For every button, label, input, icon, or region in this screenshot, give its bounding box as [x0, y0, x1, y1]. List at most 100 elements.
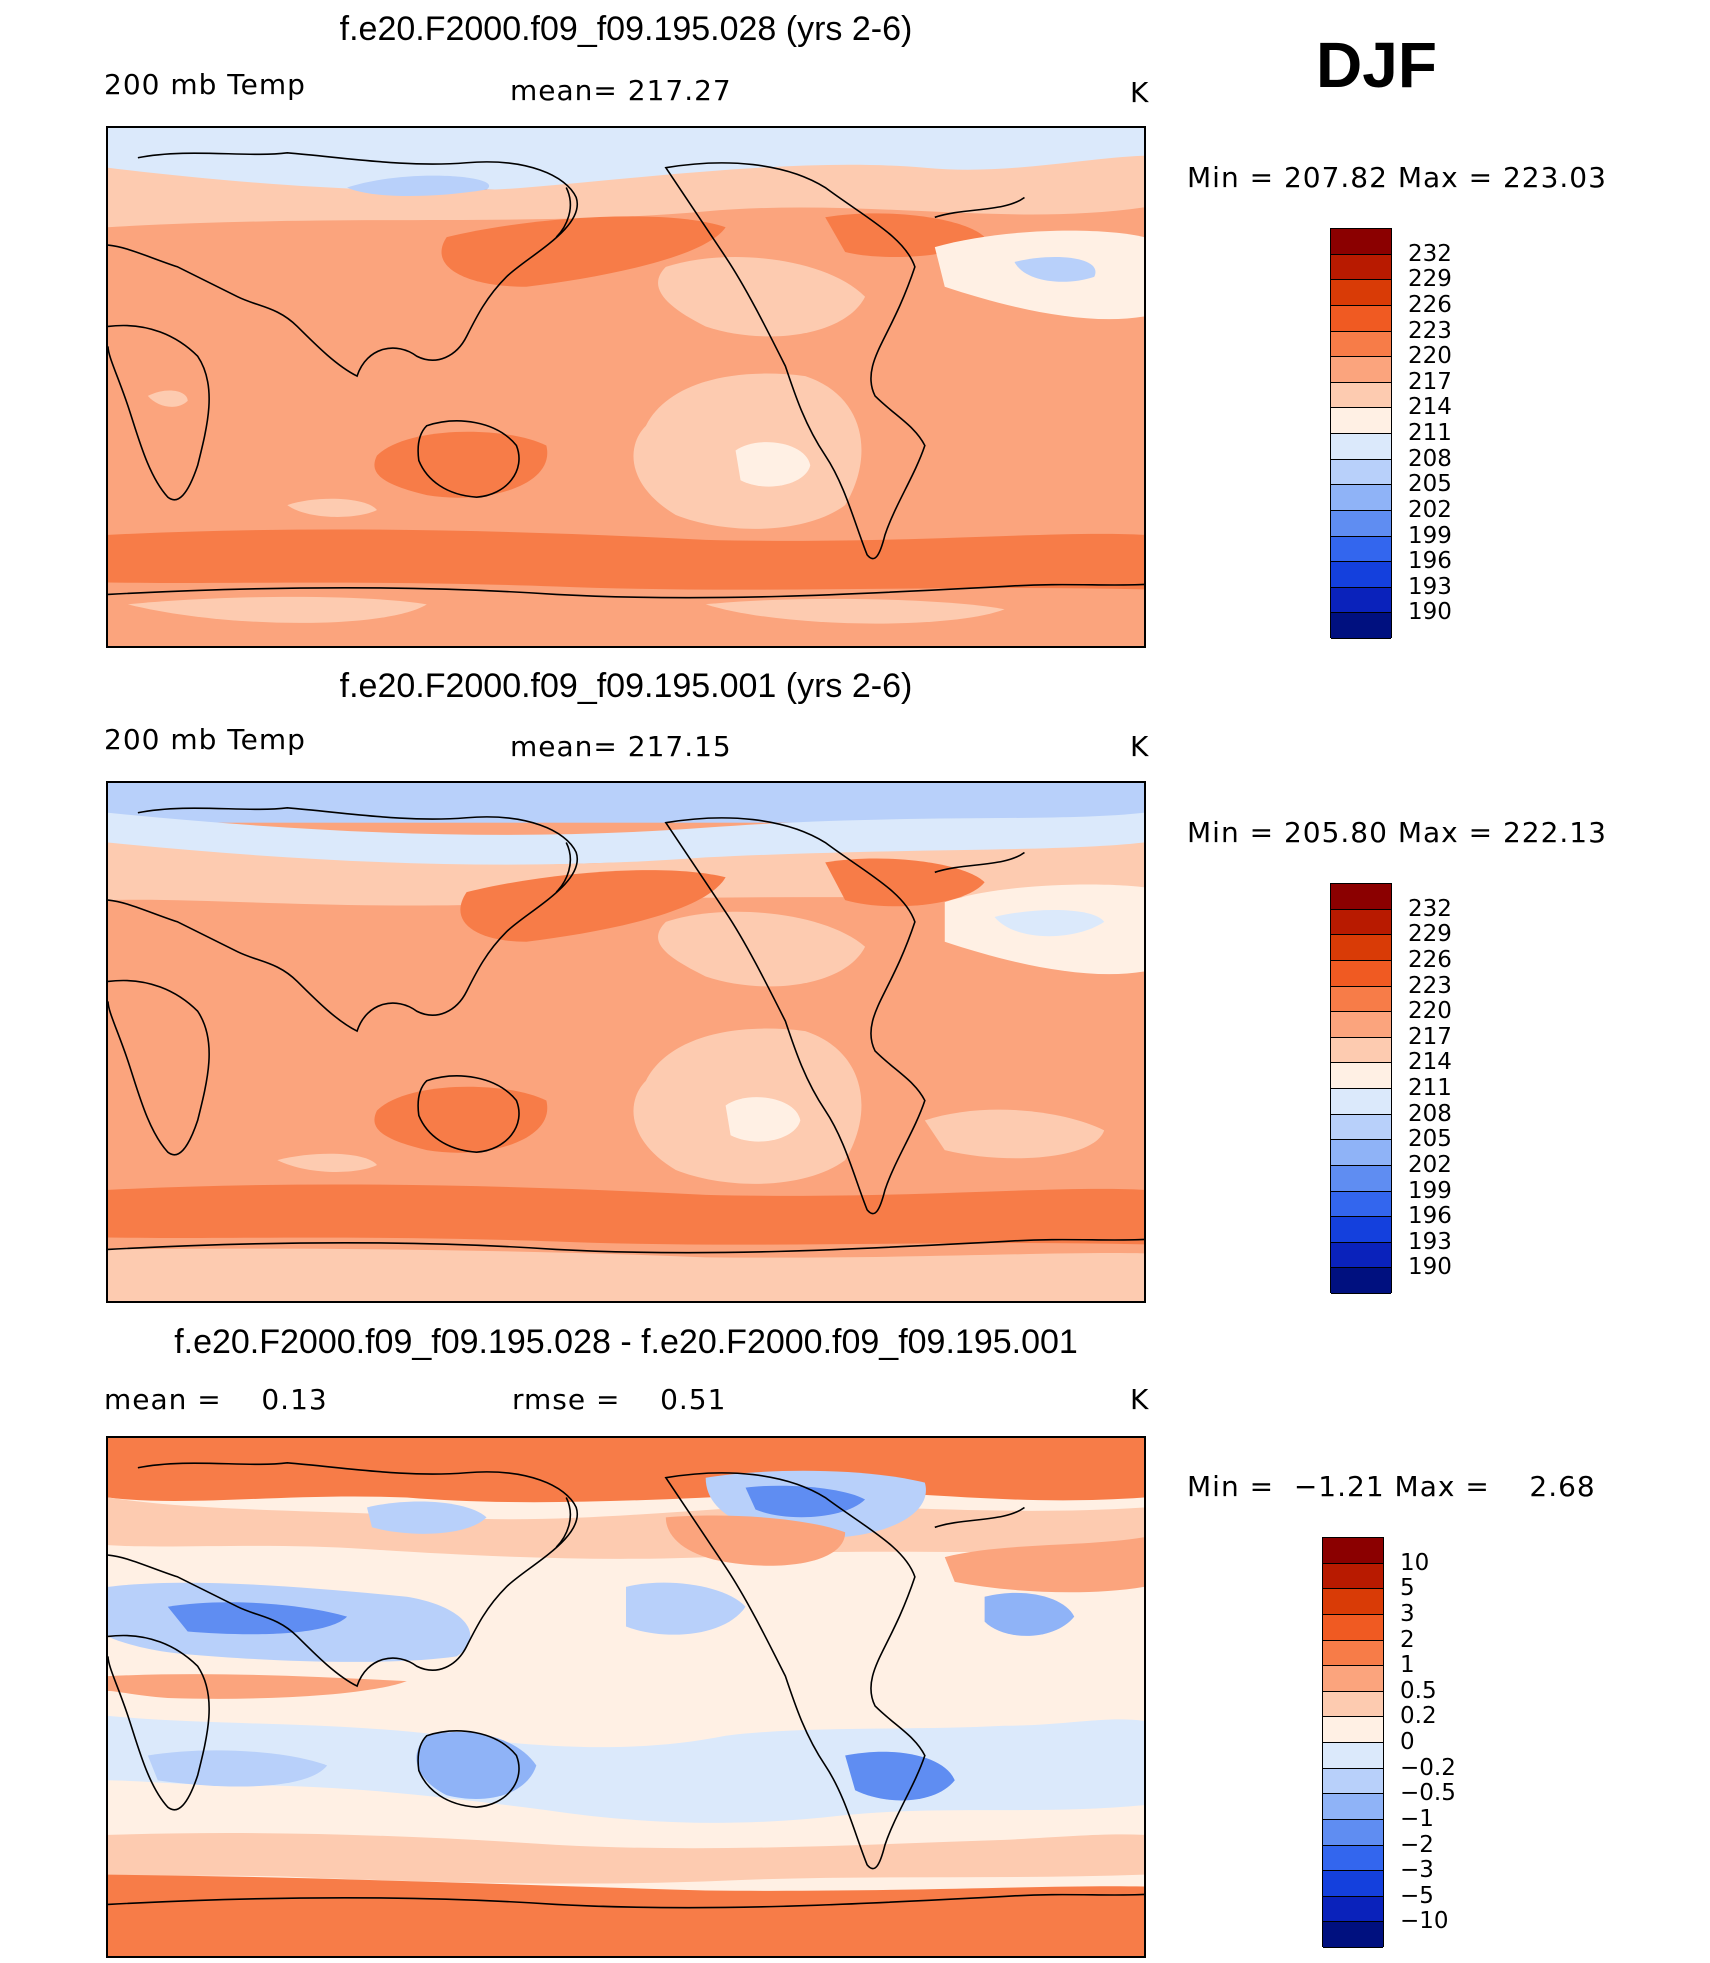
panel-3-title: f.e20.F2000.f09_f09.195.028 - f.e20.F200…	[174, 1323, 1078, 1361]
panel-3-map	[106, 1436, 1146, 1958]
panel-2-map	[106, 781, 1146, 1303]
colorbar-swatch	[1323, 1768, 1383, 1795]
colorbar-swatch	[1331, 536, 1391, 563]
panel-1-units-label: K	[1130, 76, 1150, 109]
colorbar-swatch	[1323, 1871, 1383, 1897]
colorbar-swatch	[1331, 909, 1391, 936]
colorbar-swatch	[1331, 229, 1391, 255]
colorbar-swatch	[1331, 305, 1391, 332]
colorbar-tick-label: 208	[1408, 1100, 1452, 1127]
panel-1-map	[106, 126, 1146, 648]
colorbar-tick-label: 220	[1408, 998, 1452, 1025]
colorbar-swatch	[1331, 459, 1391, 486]
panel-3-units-label: K	[1130, 1383, 1150, 1416]
colorbar-swatch	[1323, 1538, 1383, 1564]
colorbar-tick-label: 232	[1408, 895, 1452, 922]
panel-2-min-max: Min = 205.80 Max = 222.13	[1187, 816, 1607, 849]
colorbar-tick-label: 199	[1408, 1177, 1452, 1204]
panel-3-contour-plot	[108, 1438, 1144, 1956]
colorbar-tick-label: 226	[1408, 291, 1452, 318]
colorbar-swatch	[1331, 280, 1391, 306]
colorbar-tick-label: 193	[1408, 573, 1452, 600]
colorbar-tick-label: 208	[1408, 445, 1452, 472]
colorbar-tick-label: 0.5	[1400, 1677, 1437, 1704]
colorbar-tick-label: 196	[1408, 1203, 1452, 1230]
colorbar-swatch	[1323, 1640, 1383, 1667]
colorbar-tick-label: 0.2	[1400, 1703, 1437, 1730]
panel-2-mean-label: mean= 217.15	[510, 730, 732, 763]
colorbar-swatch	[1331, 562, 1391, 588]
colorbar-tick-label: 229	[1408, 921, 1452, 948]
colorbar-swatch	[1323, 1589, 1383, 1615]
colorbar-tick-label: 2	[1400, 1626, 1415, 1653]
colorbar-swatch	[1331, 1063, 1391, 1089]
colorbar-swatch	[1331, 1165, 1391, 1192]
colorbar-tick-label: −3	[1400, 1857, 1434, 1884]
colorbar-swatch	[1323, 1896, 1383, 1923]
colorbar-swatch	[1331, 485, 1391, 511]
colorbar-tick-label: −1	[1400, 1805, 1434, 1832]
panel-1-colorbar: 232 229 226 223 220 217 214 211 208 205 202 199 196 1…	[1330, 228, 1452, 639]
panel-3-colorbar: 10 5 3 2 1 0.5 0.2 0 −0.2 −0.5 −1 −2 −3 −5 −10	[1322, 1537, 1456, 1948]
colorbar-swatch	[1323, 1614, 1383, 1641]
colorbar-tick-label: 190	[1408, 1254, 1452, 1281]
panel-1-min-max: Min = 207.82 Max = 223.03	[1187, 161, 1607, 194]
colorbar-tick-label: 0	[1400, 1729, 1415, 1755]
colorbar-tick-label: 205	[1408, 1126, 1452, 1153]
colorbar-swatch	[1331, 434, 1391, 460]
colorbar-swatch	[1323, 1563, 1383, 1590]
colorbar-tick-label: 190	[1408, 599, 1452, 626]
colorbar-swatch	[1331, 935, 1391, 961]
panel-2-variable-label: 200 mb Temp	[104, 723, 306, 756]
colorbar-swatch	[1331, 587, 1391, 614]
colorbar-tick-label: −2	[1400, 1831, 1434, 1858]
panel-3-mean-label: mean = 0.13	[104, 1383, 328, 1416]
colorbar-swatch	[1323, 1794, 1383, 1820]
colorbar-swatch	[1331, 1012, 1391, 1038]
panel-2-title: f.e20.F2000.f09_f09.195.001 (yrs 2-6)	[339, 667, 913, 705]
colorbar-swatch	[1331, 1089, 1391, 1115]
colorbar-tick-label: −5	[1400, 1882, 1434, 1909]
colorbar-tick-label: 226	[1408, 946, 1452, 973]
colorbar-tick-label: 220	[1408, 343, 1452, 370]
colorbar-tick-label: 202	[1408, 1151, 1452, 1178]
season-label: DJF	[1316, 29, 1437, 101]
colorbar-tick-label: 202	[1408, 496, 1452, 523]
colorbar-swatch	[1331, 986, 1391, 1013]
colorbar-tick-label: 217	[1408, 1023, 1452, 1050]
colorbar-tick-label: 217	[1408, 368, 1452, 395]
colorbar-tick-label: 3	[1400, 1600, 1415, 1627]
colorbar-swatch	[1323, 1922, 1383, 1948]
colorbar-tick-label: 193	[1408, 1228, 1452, 1255]
colorbar-swatch	[1331, 254, 1391, 281]
colorbar-box	[1330, 228, 1392, 639]
colorbar-swatch	[1331, 382, 1391, 409]
colorbar-swatch	[1331, 960, 1391, 987]
panel-1-contour-plot	[108, 128, 1144, 646]
colorbar-tick-label: 199	[1408, 522, 1452, 549]
colorbar-tick-label: 196	[1408, 548, 1452, 575]
colorbar-swatch	[1323, 1845, 1383, 1872]
colorbar-swatch	[1331, 1242, 1391, 1269]
colorbar-tick-label: 205	[1408, 471, 1452, 498]
colorbar-box	[1330, 883, 1392, 1294]
colorbar-tick-label: 229	[1408, 266, 1452, 293]
colorbar-tick-label: 223	[1408, 317, 1452, 344]
panel-1-mean-label: mean= 217.27	[510, 74, 732, 107]
panel-3-rmse-label: rmse = 0.51	[512, 1383, 727, 1416]
panel-2-colorbar: 232 229 226 223 220 217 214 211 208 205 202 199 196 1…	[1330, 883, 1452, 1294]
colorbar-swatch	[1331, 1191, 1391, 1218]
colorbar-tick-label: 10	[1400, 1549, 1430, 1576]
colorbar-swatch	[1331, 1217, 1391, 1243]
panel-1-title: f.e20.F2000.f09_f09.195.028 (yrs 2-6)	[339, 10, 913, 48]
colorbar-swatch	[1331, 1140, 1391, 1166]
colorbar-swatch	[1331, 331, 1391, 358]
colorbar-swatch	[1331, 613, 1391, 639]
colorbar-tick-label: 223	[1408, 972, 1452, 999]
panel-1-variable-label: 200 mb Temp	[104, 68, 306, 101]
colorbar-tick-label: −0.2	[1400, 1754, 1456, 1781]
colorbar-tick-label: 211	[1408, 420, 1452, 446]
colorbar-tick-label: 214	[1408, 394, 1452, 421]
colorbar-tick-label: 232	[1408, 240, 1452, 267]
colorbar-swatch	[1323, 1666, 1383, 1692]
